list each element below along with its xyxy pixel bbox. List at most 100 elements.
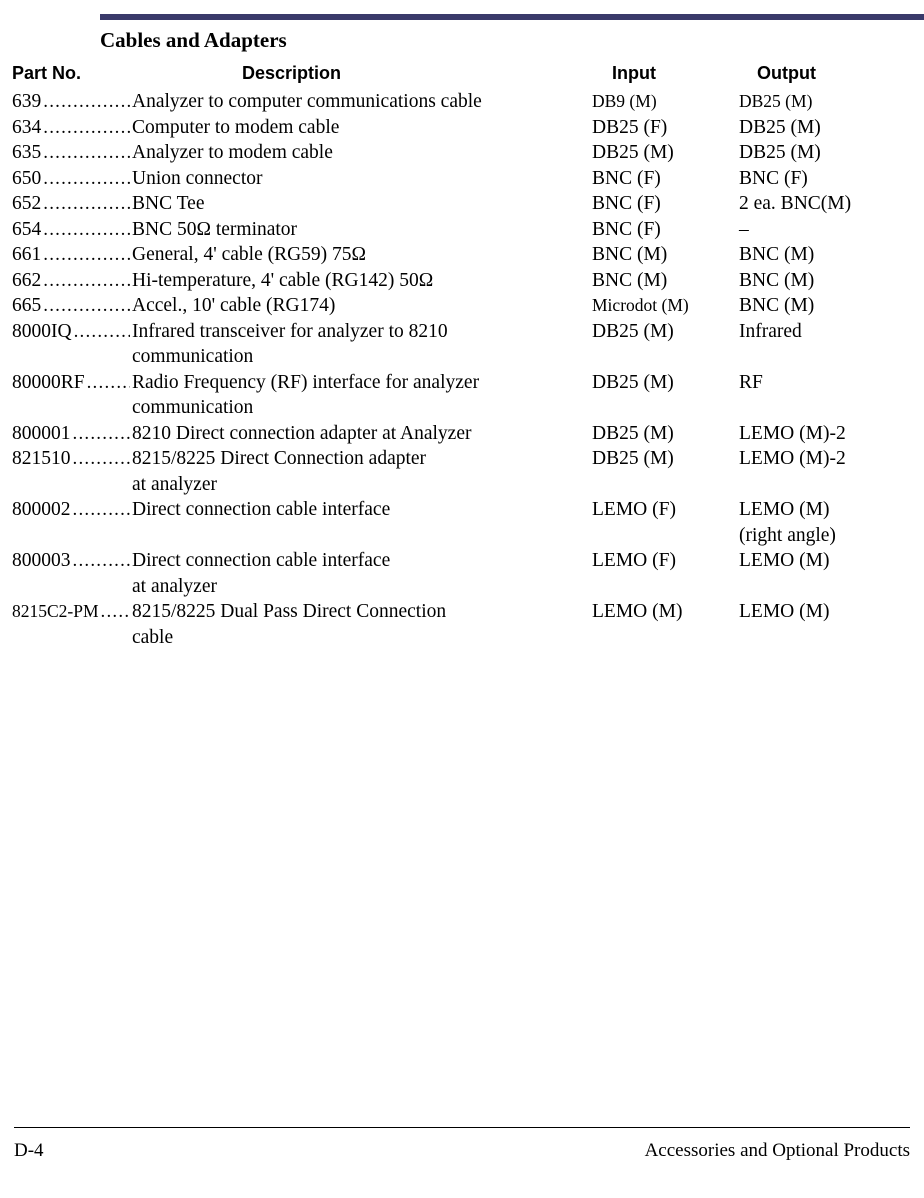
table-row: 639.....................................…	[12, 89, 908, 115]
table-row-continuation: communication	[12, 344, 908, 370]
cell-description-cont: at analyzer	[132, 574, 572, 600]
footer-page-number: D-4	[14, 1140, 44, 1162]
cell-input: DB25 (M)	[592, 446, 737, 472]
cell-description: Union connector	[132, 166, 572, 192]
cell-output: Infrared	[739, 319, 924, 345]
header-description: Description	[242, 63, 341, 84]
cell-description: 8210 Direct connection adapter at Analyz…	[132, 421, 572, 447]
cell-description: Direct connection cable interface	[132, 548, 572, 574]
cell-description: 8215/8225 Direct Connection adapter	[132, 446, 572, 472]
dot-leader: ........................................…	[43, 191, 130, 217]
cell-description-cont: at analyzer	[132, 472, 572, 498]
cell-description: Radio Frequency (RF) interface for analy…	[132, 370, 572, 396]
cell-description: Direct connection cable interface	[132, 497, 572, 523]
cell-output: DB25 (M)	[739, 115, 924, 141]
cell-input: DB9 (M)	[592, 89, 737, 115]
table-row: 821510..................................…	[12, 446, 908, 472]
cell-output: LEMO (M)	[739, 599, 924, 625]
cell-output: RF	[739, 370, 924, 396]
table-row: 665.....................................…	[12, 293, 908, 319]
dot-leader: ........................................…	[73, 421, 131, 447]
dot-leader: ........................................…	[73, 446, 131, 472]
cell-description: 8215/8225 Dual Pass Direct Connection	[132, 599, 572, 625]
cell-input: BNC (M)	[592, 242, 737, 268]
cell-description: Accel., 10' cable (RG174)	[132, 293, 572, 319]
dot-leader: ........................................…	[43, 140, 130, 166]
dot-leader: ........................................…	[73, 548, 131, 574]
cell-input: BNC (F)	[592, 217, 737, 243]
header-output: Output	[757, 63, 816, 84]
cell-output: LEMO (M)	[739, 548, 924, 574]
table-row-continuation: (right angle)	[12, 523, 908, 549]
cell-input: BNC (F)	[592, 166, 737, 192]
table-row-continuation: at analyzer	[12, 574, 908, 600]
cell-output: –	[739, 217, 924, 243]
table-row-continuation: communication	[12, 395, 908, 421]
table-row: 635.....................................…	[12, 140, 908, 166]
table-row-continuation: at analyzer	[12, 472, 908, 498]
section-title: Cables and Adapters	[100, 28, 908, 53]
dot-leader: ........................................…	[87, 370, 130, 396]
cell-input: LEMO (F)	[592, 497, 737, 523]
cell-input: DB25 (M)	[592, 319, 737, 345]
table-row: 634.....................................…	[12, 115, 908, 141]
cell-input: DB25 (M)	[592, 421, 737, 447]
cell-input: BNC (M)	[592, 268, 737, 294]
table-header: Part No. Description Input Output	[12, 63, 908, 87]
cell-input: BNC (F)	[592, 191, 737, 217]
table-row: 662.....................................…	[12, 268, 908, 294]
header-input: Input	[612, 63, 656, 84]
table-row: 800001..................................…	[12, 421, 908, 447]
table-row: 800003..................................…	[12, 548, 908, 574]
table-row-continuation: cable	[12, 625, 908, 651]
cell-output: LEMO (M)-2	[739, 446, 924, 472]
table-row: 661.....................................…	[12, 242, 908, 268]
dot-leader: ........................................…	[74, 319, 130, 345]
cell-input: LEMO (F)	[592, 548, 737, 574]
cell-output: BNC (M)	[739, 293, 924, 319]
cell-description: Hi-temperature, 4' cable (RG142) 50Ω	[132, 268, 572, 294]
table-row: 8215C2-PM...............................…	[12, 599, 908, 625]
dot-leader: ........................................…	[43, 115, 130, 141]
page-content: Cables and Adapters Part No. Description…	[12, 28, 908, 650]
cell-description: Analyzer to computer communications cabl…	[132, 89, 572, 115]
table-row: 652.....................................…	[12, 191, 908, 217]
cell-description: Computer to modem cable	[132, 115, 572, 141]
dot-leader: ........................................…	[43, 293, 130, 319]
cell-description-cont: cable	[132, 625, 572, 651]
cell-output: BNC (M)	[739, 242, 924, 268]
cell-description: General, 4' cable (RG59) 75Ω	[132, 242, 572, 268]
table-row: 8000IQ..................................…	[12, 319, 908, 345]
cell-description: BNC Tee	[132, 191, 572, 217]
table-row: 800002..................................…	[12, 497, 908, 523]
cell-output: LEMO (M)	[739, 497, 924, 523]
dot-leader: ........................................…	[73, 497, 131, 523]
cell-input: DB25 (M)	[592, 370, 737, 396]
cell-input: DB25 (F)	[592, 115, 737, 141]
cell-output-cont: (right angle)	[739, 523, 924, 549]
footer-rule	[14, 1127, 910, 1128]
table-row: 654.....................................…	[12, 217, 908, 243]
cell-description: BNC 50Ω terminator	[132, 217, 572, 243]
dot-leader: ........................................…	[43, 268, 130, 294]
page-footer: D-4 Accessories and Optional Products	[14, 1127, 910, 1162]
dot-leader: ........................................…	[101, 599, 130, 625]
top-accent-bar	[100, 14, 924, 20]
dot-leader: ........................................…	[43, 217, 130, 243]
cell-input: DB25 (M)	[592, 140, 737, 166]
cell-input: Microdot (M)	[592, 293, 737, 319]
dot-leader: ........................................…	[43, 89, 130, 115]
cell-output: DB25 (M)	[739, 89, 924, 115]
cell-description-cont: communication	[132, 344, 572, 370]
cell-description: Analyzer to modem cable	[132, 140, 572, 166]
cell-output: 2 ea. BNC(M)	[739, 191, 924, 217]
cell-description: Infrared transceiver for analyzer to 821…	[132, 319, 572, 345]
table-body: 639.....................................…	[12, 89, 908, 650]
cell-output: DB25 (M)	[739, 140, 924, 166]
footer-chapter-title: Accessories and Optional Products	[645, 1140, 910, 1162]
cell-output: LEMO (M)-2	[739, 421, 924, 447]
cell-output: BNC (M)	[739, 268, 924, 294]
cell-output: BNC (F)	[739, 166, 924, 192]
table-row: 80000RF.................................…	[12, 370, 908, 396]
cell-description-cont: communication	[132, 395, 572, 421]
